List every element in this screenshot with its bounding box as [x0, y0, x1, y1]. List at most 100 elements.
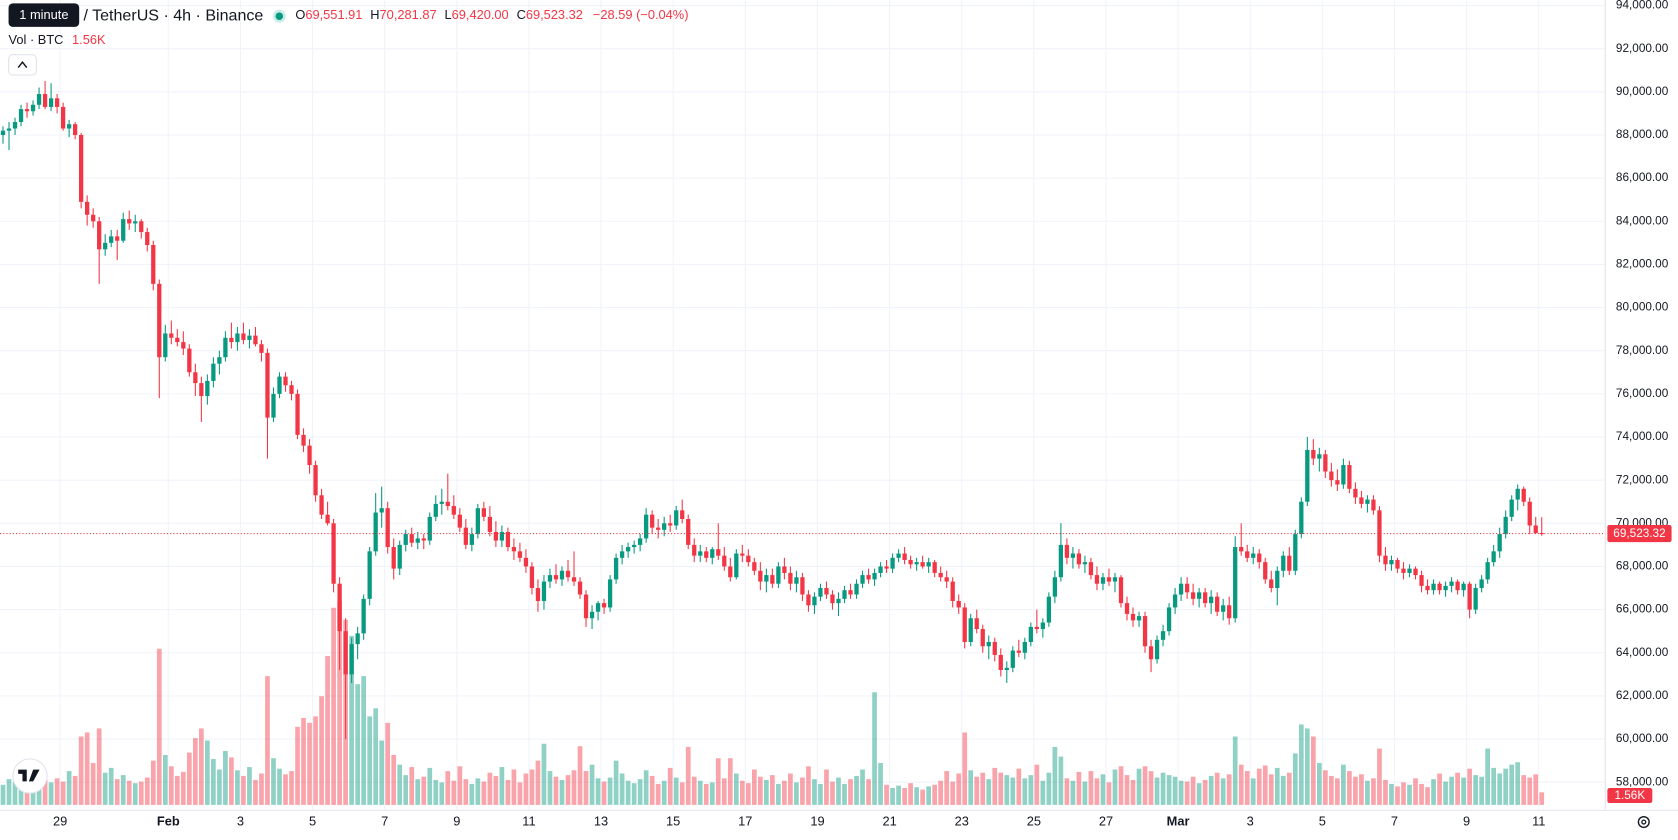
candle-body: [1058, 544, 1064, 578]
candle-body: [36, 93, 42, 105]
logo-mark[interactable]: [18, 769, 40, 782]
volume-bar: [986, 779, 992, 805]
x-tick-label: 23: [955, 813, 969, 828]
volume-bar: [1533, 774, 1539, 805]
candle-body: [986, 641, 991, 647]
volume-bar: [1449, 776, 1454, 805]
candle-body: [1473, 588, 1478, 610]
settings-button[interactable]: [1637, 815, 1650, 829]
x-tick-label: 13: [594, 813, 608, 828]
y-tick-label: 84,000.00: [1616, 214, 1669, 227]
y-tick-label: 92,000.00: [1616, 42, 1669, 55]
price-axis-bg: [1605, 0, 1678, 835]
candle-body: [1443, 585, 1448, 591]
logo-circle[interactable]: [12, 758, 48, 794]
volume-bar: [120, 775, 126, 805]
volume-bar: [217, 769, 222, 805]
candle-body: [1209, 596, 1214, 604]
y-tick-label: 60,000.00: [1616, 732, 1669, 745]
volume-bar: [1407, 784, 1412, 805]
volume-bar: [192, 738, 198, 805]
candle-body: [613, 557, 619, 580]
volume-bar: [1220, 778, 1226, 805]
volume-bar: [96, 728, 102, 805]
candle-body: [1401, 568, 1406, 573]
candle-body: [1515, 488, 1520, 500]
candle-body: [1178, 583, 1184, 595]
collapse-button[interactable]: [8, 54, 37, 76]
settings-icon[interactable]: [1637, 815, 1650, 829]
volume-bar: [1286, 772, 1292, 805]
volume-bar: [379, 740, 385, 805]
volume-bar: [739, 780, 745, 805]
candle-body: [1419, 575, 1424, 586]
candle-body: [139, 221, 144, 233]
volume-bar: [1052, 746, 1058, 805]
volume-bar: [1130, 779, 1136, 805]
volume-bar: [235, 770, 240, 805]
volume-bar: [517, 782, 523, 805]
volume-bar: [229, 757, 234, 805]
y-tick-label: 90,000.00: [1616, 85, 1669, 98]
candle-body: [1509, 499, 1514, 517]
candle-body: [950, 581, 955, 601]
change: −28.59 (−0.04%): [593, 8, 689, 23]
volume-bar: [48, 782, 54, 805]
candle-body: [1233, 547, 1238, 619]
ohlc-key: C: [517, 8, 526, 23]
x-tick-label: 9: [1463, 813, 1470, 828]
candle-body: [1064, 544, 1070, 558]
volume-bar: [806, 766, 811, 805]
volume-bar: [1323, 770, 1328, 805]
volume-bar: [950, 781, 956, 805]
volume-bar: [1160, 772, 1166, 805]
candle-body: [1251, 553, 1256, 558]
volume-bar: [1539, 792, 1545, 805]
volume-bar: [968, 770, 974, 805]
volume-bar: [938, 780, 944, 805]
collapse-button-box[interactable]: [8, 54, 37, 76]
logo[interactable]: [12, 758, 48, 794]
y-tick-label: 78,000.00: [1616, 344, 1669, 357]
candle-body: [403, 534, 408, 545]
volume-bar: [475, 778, 481, 805]
candle-body: [535, 588, 541, 601]
candle-body: [337, 583, 342, 632]
candle-body: [704, 551, 709, 558]
volume-bar: [1304, 728, 1310, 805]
candle-body: [1491, 551, 1496, 563]
volume-bar: [1431, 779, 1436, 805]
volume-bar: [1016, 768, 1022, 805]
volume-bar: [715, 758, 721, 805]
volume-bar: [565, 775, 571, 805]
candle-body: [619, 551, 625, 558]
volume-bar: [1335, 778, 1340, 805]
volume-bar: [1088, 771, 1094, 805]
candle-body: [1166, 607, 1172, 632]
x-tick-label: 5: [309, 813, 316, 828]
candle-body: [1263, 562, 1268, 580]
candle-body: [1106, 577, 1112, 582]
candle-body: [1142, 616, 1148, 647]
volume-label: Vol · BTC: [9, 32, 64, 47]
collapse-icon[interactable]: [17, 61, 28, 69]
volume-bar: [271, 758, 276, 805]
candle-body: [1203, 592, 1208, 604]
candle-body: [1287, 555, 1292, 571]
volume-bar: [457, 766, 463, 805]
candle-body: [565, 570, 571, 578]
candle-body: [1094, 575, 1100, 584]
settings-icon-center[interactable]: [1641, 819, 1647, 825]
volume-bar: [667, 767, 673, 805]
candle-body: [85, 201, 90, 215]
volume-bar: [836, 777, 841, 805]
volume-bar: [541, 743, 547, 805]
candle-body: [505, 531, 511, 548]
candle-body: [926, 562, 931, 567]
volume-bar: [1413, 778, 1418, 805]
volume-bar: [1118, 766, 1124, 805]
volume-bar: [60, 781, 66, 805]
volume-bar: [415, 779, 421, 805]
candle-body: [91, 214, 96, 222]
volume-bar: [589, 764, 595, 805]
